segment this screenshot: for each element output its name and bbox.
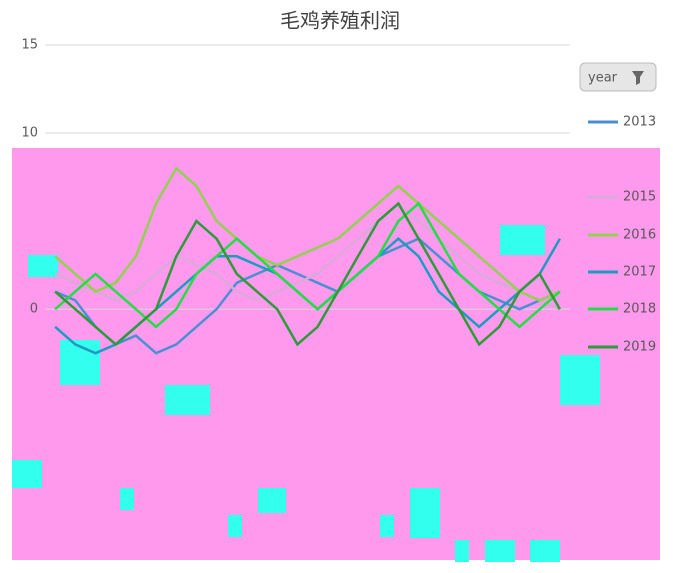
chart-title: 毛鸡养殖利润 — [280, 9, 400, 33]
legend-label: 2018 — [623, 302, 656, 317]
series-line — [54, 201, 561, 329]
legend-title: year — [588, 71, 618, 86]
filter-icon — [632, 71, 644, 85]
series-line — [54, 166, 561, 302]
y-tick-label: 0 — [30, 302, 38, 317]
legend-label: 2013 — [623, 115, 656, 130]
y-tick-label: 10 — [21, 126, 38, 141]
series-line — [54, 201, 561, 311]
legend-label: 2016 — [623, 228, 656, 243]
legend-label: 2017 — [623, 265, 656, 280]
series-line — [54, 201, 561, 347]
background-artifact — [12, 148, 660, 560]
y-tick-label: 15 — [21, 38, 38, 53]
artifact-blocks — [12, 225, 600, 562]
legend-label: 2015 — [623, 190, 656, 205]
legend-label: 2019 — [623, 340, 656, 355]
